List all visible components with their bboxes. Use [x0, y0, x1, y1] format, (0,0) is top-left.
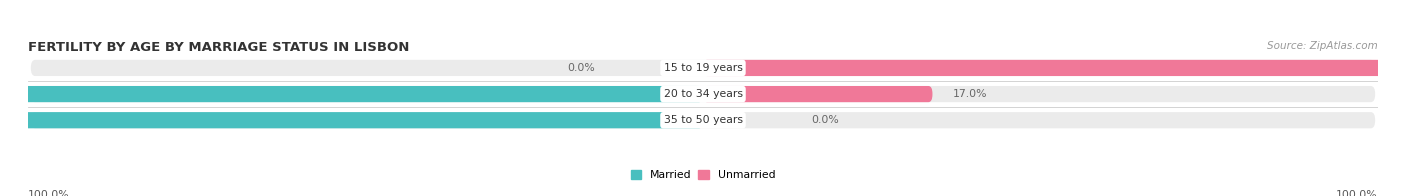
FancyBboxPatch shape: [703, 60, 1406, 76]
Text: FERTILITY BY AGE BY MARRIAGE STATUS IN LISBON: FERTILITY BY AGE BY MARRIAGE STATUS IN L…: [28, 41, 409, 54]
FancyBboxPatch shape: [31, 112, 1375, 128]
Text: 35 to 50 years: 35 to 50 years: [664, 115, 742, 125]
Text: 17.0%: 17.0%: [953, 89, 987, 99]
Text: 0.0%: 0.0%: [811, 115, 839, 125]
Text: 15 to 19 years: 15 to 19 years: [664, 63, 742, 73]
FancyBboxPatch shape: [31, 60, 1375, 76]
FancyBboxPatch shape: [703, 86, 932, 102]
Text: 0.0%: 0.0%: [567, 63, 595, 73]
FancyBboxPatch shape: [31, 86, 1375, 102]
Legend: Married, Unmarried: Married, Unmarried: [626, 165, 780, 184]
Text: Source: ZipAtlas.com: Source: ZipAtlas.com: [1267, 41, 1378, 51]
Text: 100.0%: 100.0%: [1336, 190, 1378, 196]
Text: 100.0%: 100.0%: [28, 190, 70, 196]
Text: 20 to 34 years: 20 to 34 years: [664, 89, 742, 99]
FancyBboxPatch shape: [0, 112, 703, 128]
FancyBboxPatch shape: [0, 86, 703, 102]
